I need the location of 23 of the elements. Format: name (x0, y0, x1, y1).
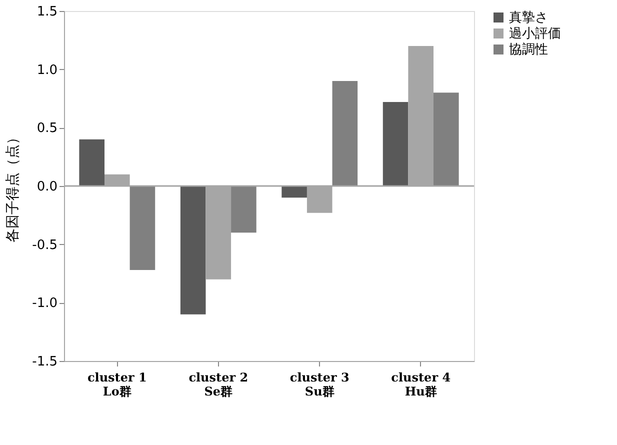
bar (180, 186, 206, 314)
x-tick-label: cluster 2 Se群 (188, 370, 248, 398)
legend-label: 真摯さ (509, 10, 548, 26)
y-tick-label: -1.0 (32, 296, 58, 312)
bar (434, 92, 459, 186)
y-tick-label: -1.5 (32, 354, 58, 370)
bar (332, 81, 358, 186)
y-tick-label: 0.0 (36, 180, 58, 194)
bar (382, 102, 408, 186)
bar (282, 186, 307, 198)
y-tick-label: 0.5 (36, 121, 58, 136)
bar (130, 186, 156, 270)
legend-label: 協調性 (509, 42, 548, 58)
y-tick-label: 1.5 (36, 4, 58, 20)
bar (79, 139, 104, 186)
x-tick-label: cluster 1 Lo群 (87, 370, 147, 398)
y-axis-title: 各因子得点（点） (5, 130, 22, 242)
y-tick-label: 1.0 (36, 62, 58, 78)
legend-label: 過小評価 (509, 26, 561, 42)
x-tick-label: cluster 3 Su群 (290, 370, 350, 398)
y-tick-label: -0.5 (32, 238, 58, 253)
x-tick-label: cluster 4 Hu群 (391, 370, 451, 398)
bar (231, 186, 256, 233)
